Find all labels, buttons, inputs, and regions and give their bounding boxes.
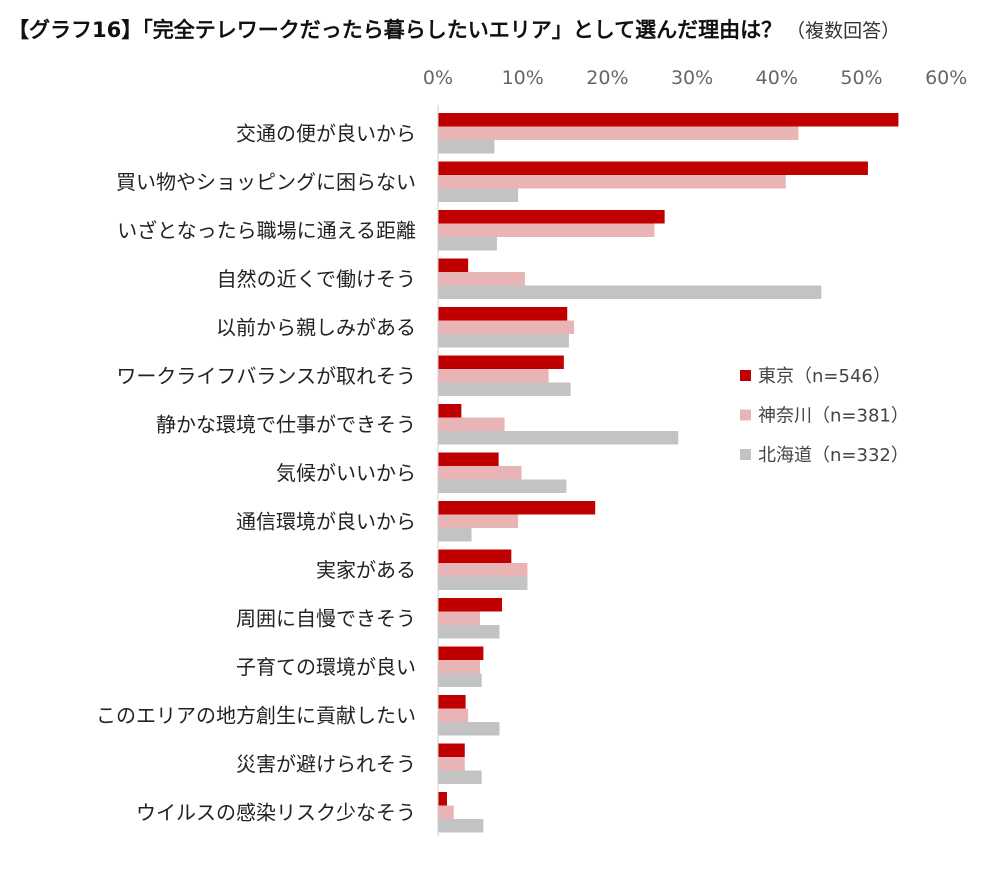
bars-layer xyxy=(438,113,899,833)
bar xyxy=(438,382,571,396)
bar xyxy=(438,452,499,466)
bar xyxy=(438,563,528,577)
legend-label: 東京（n=546） xyxy=(758,366,891,387)
bar xyxy=(438,625,500,639)
bar xyxy=(438,334,569,348)
bar xyxy=(438,258,469,272)
legend-label: 北海道（n=332） xyxy=(758,445,909,466)
bar xyxy=(438,501,596,515)
category-label: 買い物やショッピングに困らない xyxy=(116,170,416,194)
category-label: 静かな環境で仕事ができそう xyxy=(156,412,416,436)
x-tick-label: 40% xyxy=(756,67,798,89)
bar xyxy=(438,188,519,202)
axis-layer: 0% 10% 20% 30% 40% 50% 60% xyxy=(423,67,967,837)
category-label: いざとなったら職場に通える距離 xyxy=(117,218,416,242)
labels-layer: 交通の便が良いから買い物やショッピングに困らないいざとなったら職場に通える距離自… xyxy=(96,121,416,824)
bar xyxy=(438,757,465,771)
bar xyxy=(438,355,564,369)
bar xyxy=(438,175,786,189)
category-label: 実家がある xyxy=(316,558,416,582)
bar xyxy=(438,466,522,480)
category-label: ウイルスの感染リスク少なそう xyxy=(136,800,416,824)
bar xyxy=(438,272,525,286)
bar xyxy=(438,660,481,674)
bar xyxy=(438,673,482,687)
legend-swatch xyxy=(740,409,751,421)
bar xyxy=(438,576,528,590)
x-tick-label: 20% xyxy=(586,67,628,89)
bar xyxy=(438,113,899,127)
category-label: 災害が避けられそう xyxy=(236,752,416,776)
category-label: 自然の近くで働けそう xyxy=(217,267,416,291)
x-tick-label: 10% xyxy=(502,67,544,89)
x-tick-label: 0% xyxy=(423,67,453,89)
legend-label: 神奈川（n=381） xyxy=(758,406,909,427)
chart-title-text: 【グラフ16】「完全テレワークだったら暮らしたいエリア」として選んだ理由は？ xyxy=(8,18,783,42)
category-label: このエリアの地方創生に貢献したい xyxy=(96,703,416,727)
category-label: ワークライフバランスが取れそう xyxy=(116,364,416,388)
bar xyxy=(438,805,454,819)
bar xyxy=(438,285,822,299)
bar xyxy=(438,237,497,251)
category-label: 気候がいいから xyxy=(276,461,416,485)
bar xyxy=(438,140,495,154)
bar xyxy=(438,307,568,321)
bar xyxy=(438,722,500,736)
bar xyxy=(438,431,679,445)
category-label: 子育ての環境が良い xyxy=(236,655,416,679)
chart-title: 【グラフ16】「完全テレワークだったら暮らしたいエリア」として選んだ理由は？ （複… xyxy=(8,14,900,44)
bar xyxy=(438,417,505,431)
bar xyxy=(438,646,484,660)
bar xyxy=(438,528,472,542)
bar xyxy=(438,320,575,334)
legend-swatch xyxy=(740,370,751,381)
category-label: 通信環境が良いから xyxy=(236,509,416,533)
bar xyxy=(438,743,465,757)
legend-swatch xyxy=(740,449,751,460)
bar xyxy=(438,404,462,418)
bar xyxy=(438,695,466,709)
x-tick-label: 30% xyxy=(671,67,713,89)
bar xyxy=(438,792,447,806)
x-tick-label: 60% xyxy=(925,67,967,89)
bar xyxy=(438,369,549,383)
bar xyxy=(438,611,481,625)
category-label: 周囲に自慢できそう xyxy=(236,606,416,630)
bar xyxy=(438,210,665,224)
bar xyxy=(438,598,503,612)
bar xyxy=(438,479,567,493)
chart-title-note: （複数回答） xyxy=(786,20,901,42)
bar xyxy=(438,708,469,722)
category-label: 交通の便が良いから xyxy=(236,121,416,145)
category-label: 以前から親しみがある xyxy=(216,315,416,339)
bar xyxy=(438,126,799,140)
bar xyxy=(438,770,482,784)
bar xyxy=(438,223,655,237)
bar xyxy=(438,514,519,528)
x-tick-label: 50% xyxy=(840,67,882,89)
bar xyxy=(438,819,484,833)
legend: 東京（n=546） 神奈川（n=381） 北海道（n=332） xyxy=(740,366,909,466)
bar xyxy=(438,549,512,563)
bar xyxy=(438,161,868,175)
